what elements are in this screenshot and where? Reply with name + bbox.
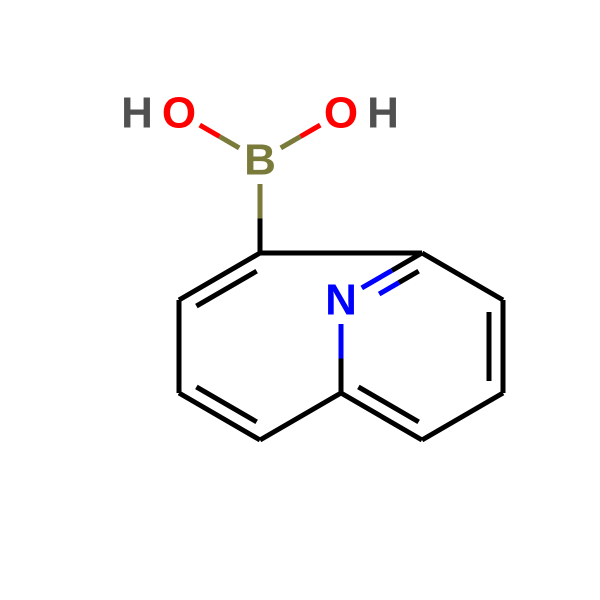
molecule-diagram: BOHOHN xyxy=(0,0,600,600)
bond xyxy=(422,253,503,300)
bond xyxy=(196,387,256,422)
atom-h: H xyxy=(121,89,153,138)
bond xyxy=(220,137,240,148)
bond xyxy=(392,253,422,270)
atom-h: H xyxy=(367,89,399,138)
bond xyxy=(200,125,220,136)
atom-o: O xyxy=(162,89,196,138)
atom-n: N xyxy=(325,276,357,325)
bond xyxy=(260,393,341,440)
bond xyxy=(358,387,418,422)
bond xyxy=(301,125,321,136)
atom-b: B xyxy=(244,136,276,185)
bond xyxy=(379,283,399,294)
bond xyxy=(196,271,256,306)
bond xyxy=(422,393,503,440)
atom-o: O xyxy=(324,89,358,138)
bond xyxy=(362,270,392,287)
bond xyxy=(399,271,419,282)
bond xyxy=(281,137,301,148)
